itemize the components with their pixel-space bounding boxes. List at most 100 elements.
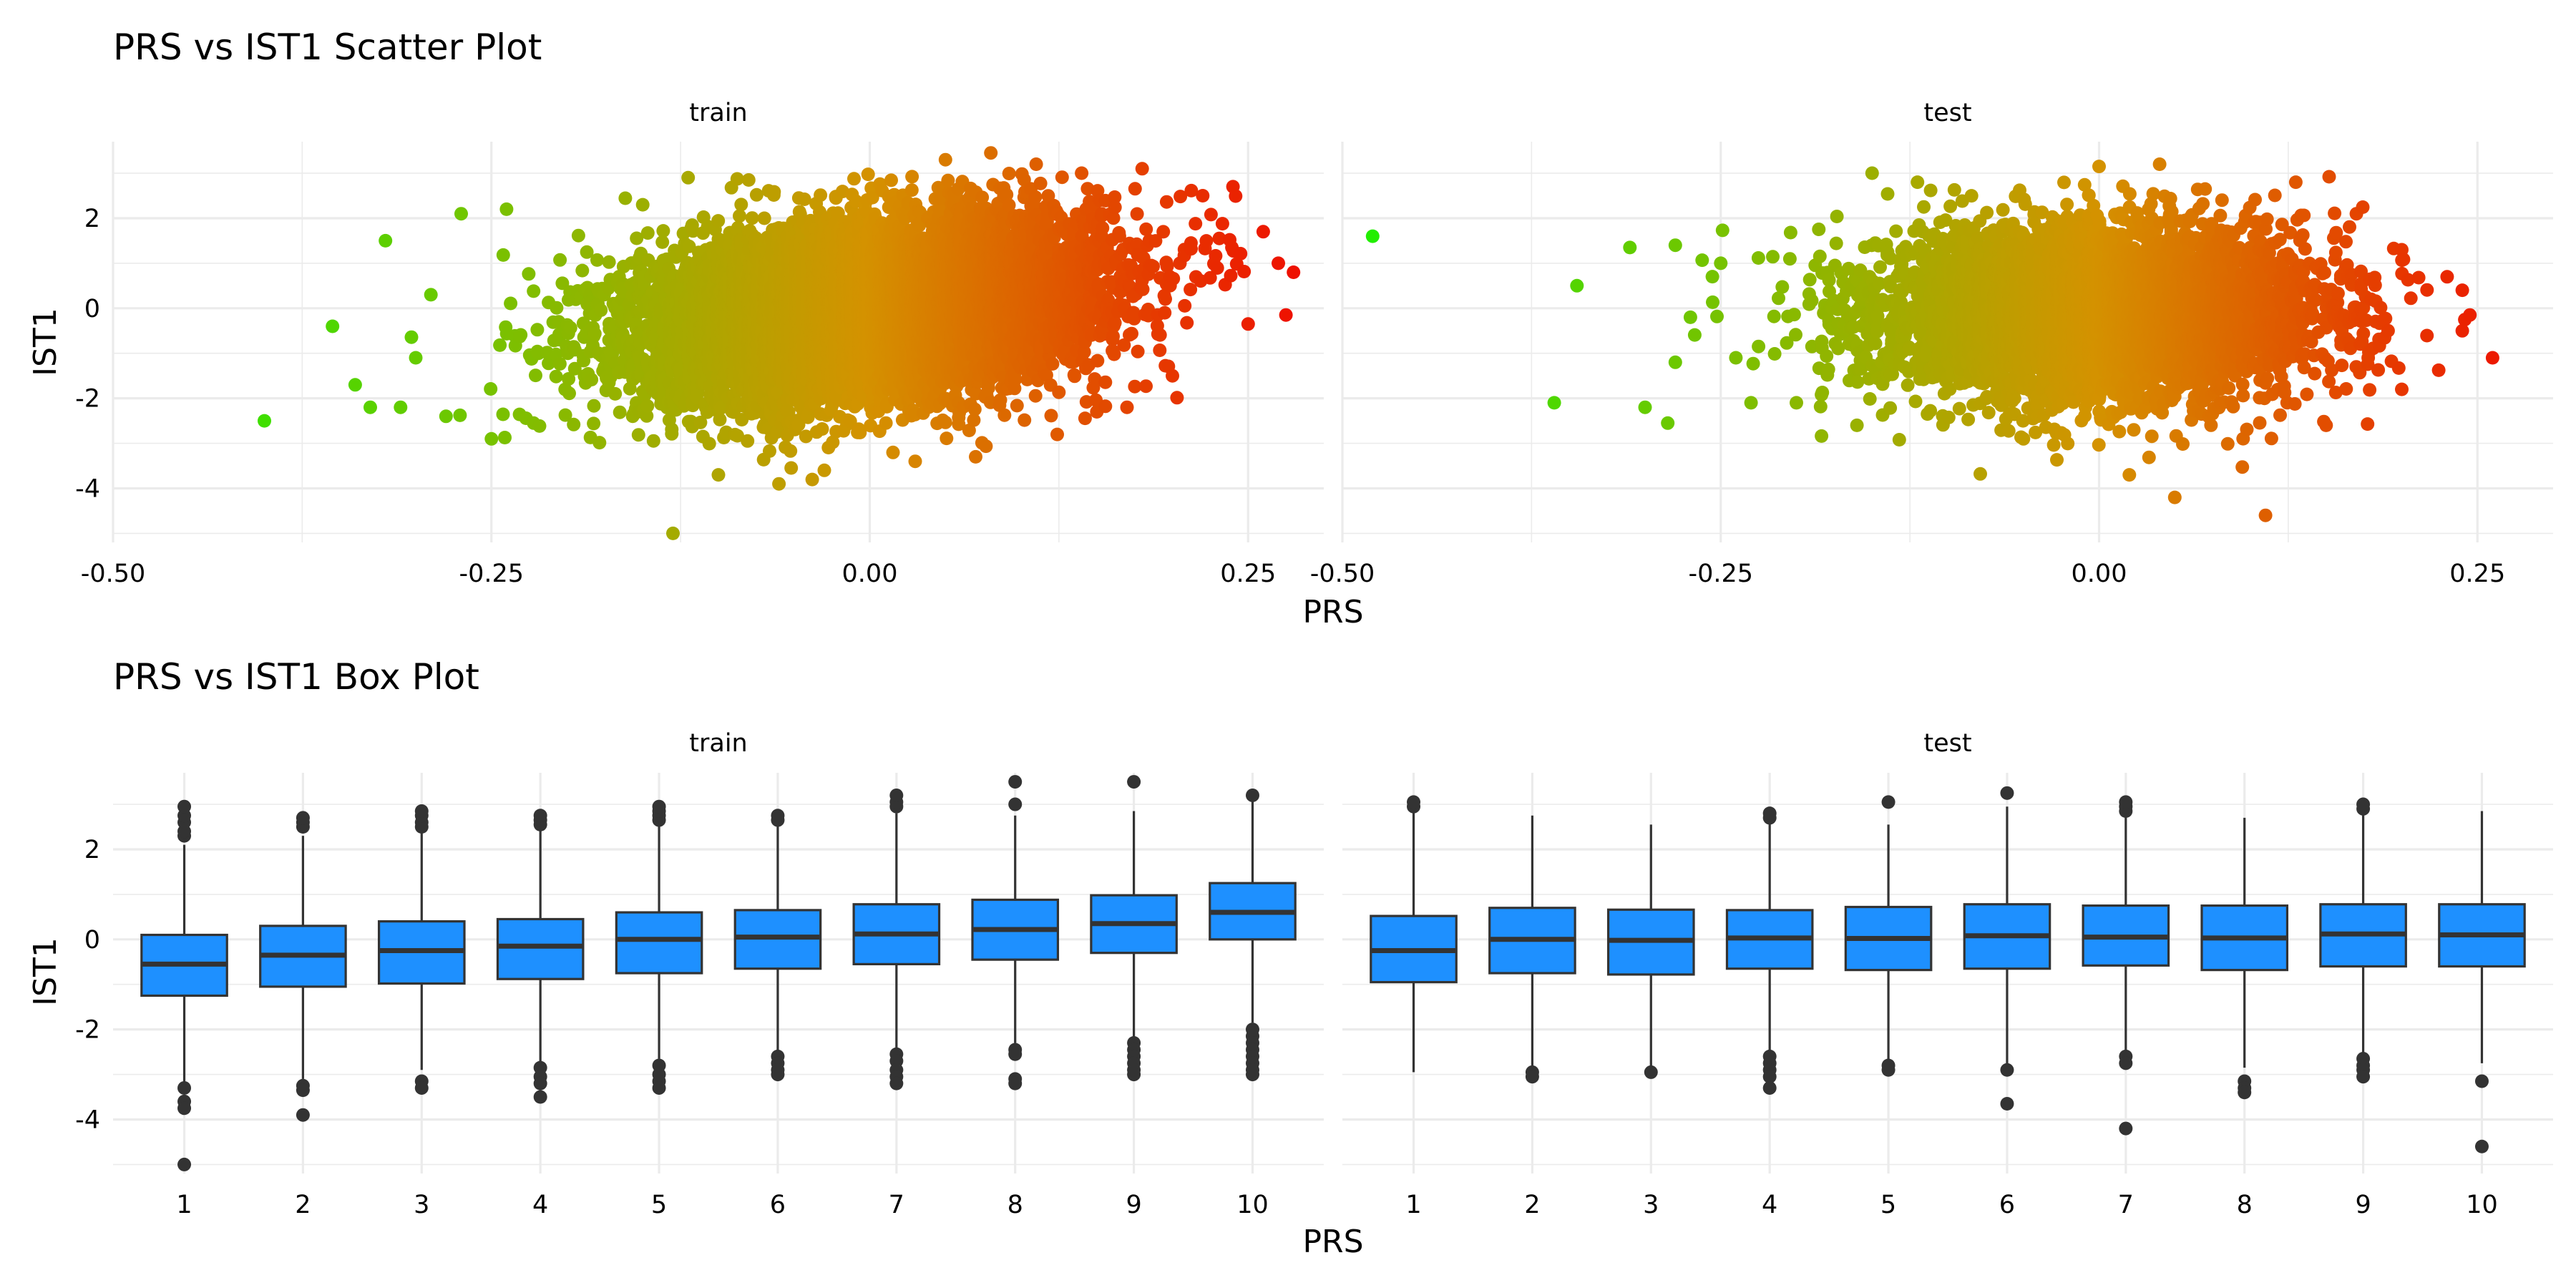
scatter-point	[567, 417, 581, 431]
scatter-point	[656, 224, 670, 238]
scatter-point	[608, 386, 623, 401]
scatter-point	[585, 373, 599, 386]
scatter-point	[587, 326, 602, 341]
scatter-point	[772, 477, 786, 491]
scatter-point	[711, 468, 726, 482]
scatter-point	[364, 400, 377, 414]
scatter-point	[749, 187, 763, 202]
scatter-point	[522, 267, 536, 281]
scatter-point	[394, 400, 408, 414]
scatter-point	[631, 428, 645, 442]
scatter-point	[409, 351, 423, 365]
scatter-point	[640, 399, 655, 413]
scatter-x-tick-label: -0.50	[81, 560, 146, 588]
scatter-point	[757, 211, 771, 225]
scatter-point	[681, 170, 696, 185]
scatter-point	[527, 284, 541, 298]
scatter-point	[348, 378, 362, 392]
scatter-point	[711, 214, 726, 228]
scatter-point	[454, 207, 468, 221]
scatter-point	[504, 296, 518, 311]
scatter-y-axis-title: IST1	[27, 308, 64, 376]
scatter-point	[613, 405, 627, 419]
scatter-point	[797, 192, 811, 206]
scatter-y-tick-label: 0	[84, 295, 100, 323]
scatter-point	[741, 434, 755, 448]
scatter-point	[552, 357, 567, 371]
scatter-y-tick-label: -4	[75, 474, 100, 503]
scatter-point	[814, 188, 828, 203]
scatter-point	[666, 526, 680, 540]
scatter-point	[558, 408, 572, 422]
scatter-point	[594, 303, 608, 317]
scatter-point	[713, 412, 727, 426]
scatter-point	[498, 431, 512, 444]
scatter-point	[592, 436, 607, 450]
scatter-point	[499, 202, 514, 216]
scatter-x-tick-label: -0.25	[459, 560, 524, 588]
scatter-point	[602, 255, 616, 269]
scatter-point	[655, 235, 670, 249]
scatter-point	[549, 369, 563, 384]
scatter-point	[805, 472, 819, 487]
scatter-point	[590, 253, 604, 267]
scatter-point	[529, 369, 542, 383]
scatter-point	[439, 409, 453, 424]
scatter-point	[847, 172, 861, 186]
scatter-point	[496, 407, 510, 421]
scatter-point	[784, 444, 798, 458]
scatter-point	[733, 209, 746, 223]
scatter-point	[326, 319, 340, 333]
scatter-point	[861, 167, 875, 182]
scatter-point	[562, 386, 576, 401]
scatter-point	[550, 301, 564, 315]
scatter-point	[815, 422, 829, 436]
scatter-point	[563, 321, 577, 335]
scatter-point	[665, 422, 679, 436]
scatter-x-tick-label: 0.00	[842, 560, 898, 588]
scatter-point	[640, 409, 654, 423]
scatter-point	[379, 233, 393, 248]
scatter-point	[630, 231, 644, 245]
scatter-point	[580, 245, 594, 259]
scatter-point	[496, 248, 510, 262]
scatter-point	[618, 191, 633, 205]
scatter-panel-train: -0.50 -0.25 0.00 0.25 2 0 -2 -4	[75, 142, 1324, 588]
scatter-point	[767, 185, 781, 199]
scatter-strip-test: test	[1923, 99, 1971, 127]
scatter-point	[555, 276, 570, 291]
scatter-point	[553, 253, 567, 267]
scatter-point	[571, 228, 585, 243]
scatter-point	[484, 431, 499, 446]
scatter-point	[484, 382, 498, 396]
scatter-x-tick-label: 0.25	[1220, 560, 1276, 588]
scatter-strip-train: train	[689, 99, 747, 127]
scatter-point	[567, 361, 582, 376]
scatter-point	[514, 328, 528, 342]
scatter-point	[542, 356, 556, 371]
scatter-plot-area: -0.50 -0.25 0.00 0.25 2 0 -2 -4-0.50 -0.25 0.00 0.…	[75, 142, 2553, 588]
scatter-point	[817, 463, 831, 477]
scatter-point	[741, 173, 756, 187]
scatter-point	[404, 330, 419, 344]
scatter-point	[562, 372, 576, 386]
scatter-point	[587, 399, 601, 413]
scatter-y-tick-label: -2	[75, 385, 100, 414]
scatter-point	[784, 461, 799, 475]
scatter-point	[646, 434, 660, 448]
scatter-point	[763, 444, 776, 458]
scatter-point	[640, 226, 655, 240]
scatter-point	[424, 288, 438, 302]
scatter-point	[532, 419, 547, 433]
scatter-x-axis-title: PRS	[1302, 594, 1363, 630]
scatter-point	[493, 338, 507, 352]
scatter-y-tick-label: 2	[84, 205, 100, 233]
scatter-point	[587, 416, 601, 431]
scatter-title: PRS vs IST1 Scatter Plot	[113, 26, 542, 68]
scatter-point	[453, 408, 467, 422]
scatter-point	[702, 436, 716, 451]
scatter-point	[258, 414, 271, 428]
scatter-point	[575, 263, 590, 278]
scatter-point	[635, 197, 650, 212]
